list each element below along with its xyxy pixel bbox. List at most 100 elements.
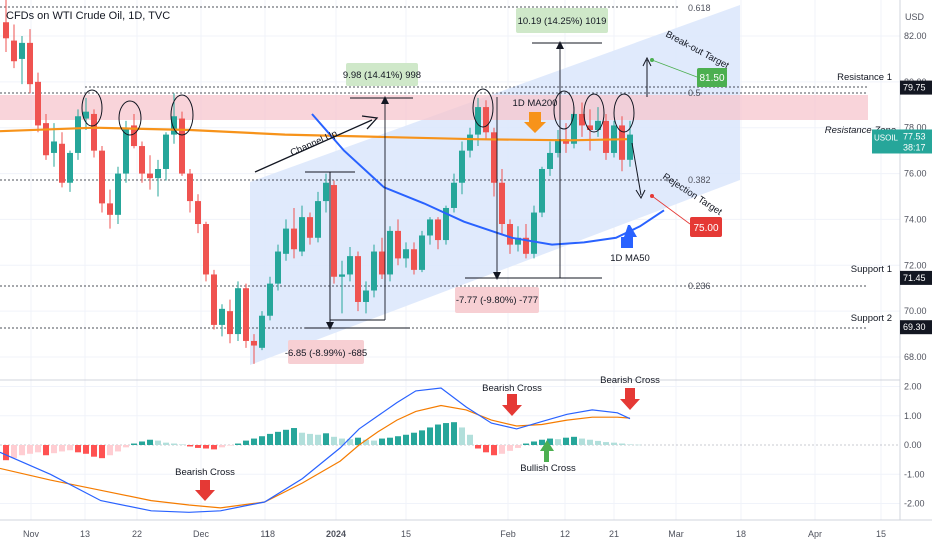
- candle-body: [587, 125, 593, 131]
- measure-top1-box: [516, 8, 608, 33]
- date-tick: Apr: [808, 529, 822, 539]
- candle-body: [523, 237, 529, 254]
- candle-body: [155, 168, 161, 179]
- price-tag: 69.30: [903, 322, 926, 332]
- candle-body: [187, 173, 193, 202]
- highlight-circles: [81, 88, 635, 136]
- price-tick: 82.00: [904, 31, 927, 41]
- rejection-badge: [690, 217, 722, 237]
- candle-body: [451, 182, 457, 208]
- candle-body: [139, 146, 145, 174]
- histogram-bar: [35, 445, 41, 453]
- candle-body: [275, 251, 281, 284]
- histogram-bar: [171, 443, 177, 445]
- histogram-bar: [163, 442, 169, 445]
- macd-tick: 0.00: [904, 440, 922, 450]
- candle-body: [619, 125, 625, 160]
- candle-body: [251, 340, 257, 346]
- histogram-bar: [507, 445, 513, 451]
- candle-body: [411, 249, 417, 270]
- histogram-bar: [139, 441, 145, 445]
- candle-body: [131, 125, 137, 147]
- ma200-label: 1D MA200: [513, 98, 558, 109]
- histogram-bar: [635, 444, 641, 446]
- histogram-bar: [179, 444, 185, 445]
- histogram-bar: [499, 445, 505, 454]
- histogram-bar: [363, 439, 369, 445]
- histogram-bar: [3, 445, 9, 461]
- signal-line: [0, 404, 631, 509]
- histogram-bar: [483, 445, 489, 453]
- measure-top2-label: 9.98 (14.41%) 998: [343, 70, 421, 81]
- candle-body: [387, 230, 393, 275]
- histogram-bar: [403, 434, 409, 445]
- macd-tick: -1.00: [904, 469, 925, 479]
- fib-0236: 0.236: [688, 281, 711, 291]
- histogram-bar: [379, 438, 385, 445]
- bearish-cross-3-arrow: [620, 388, 640, 410]
- candle-body: [507, 224, 513, 245]
- histogram-bar: [283, 429, 289, 445]
- histogram-bar: [331, 436, 337, 445]
- histogram-bar: [475, 445, 481, 449]
- level-lines: [0, 6, 868, 329]
- price-tick: 68.00: [904, 352, 927, 362]
- histogram-bar: [387, 437, 393, 445]
- candle-body: [603, 120, 609, 153]
- macd-tick: -2.00: [904, 499, 925, 509]
- candle-body: [315, 201, 321, 238]
- candle-body: [67, 152, 73, 183]
- price-tag: 79.75: [903, 83, 926, 93]
- histogram-bar: [315, 434, 321, 445]
- macd-tick: 2.00: [904, 382, 922, 392]
- candle-body: [51, 141, 57, 153]
- histogram-bar: [419, 430, 425, 445]
- breakout-badge: [697, 68, 727, 87]
- candle-body: [35, 81, 41, 126]
- measure-bot2-box: [455, 287, 539, 313]
- histogram-bar: [147, 439, 153, 445]
- candle-body: [531, 212, 537, 254]
- rejection-value: 75.00: [693, 223, 718, 234]
- candle-body: [147, 173, 153, 179]
- channel-up-arrow: [254, 119, 373, 173]
- bearish-cross-1-arrow: [195, 480, 215, 501]
- date-tick: Nov: [23, 529, 40, 539]
- histogram-bar: [595, 440, 601, 445]
- candle-body: [379, 251, 385, 275]
- histogram-bar: [11, 445, 17, 459]
- ma50-label: 1D MA50: [610, 253, 650, 264]
- candle-body: [499, 182, 505, 225]
- histogram-bar: [411, 432, 417, 445]
- macd-axis[interactable]: 2.00 1.00 0.00 -1.00 -2.00: [904, 382, 925, 509]
- date-tick: Dec: [193, 529, 210, 539]
- candle-body: [307, 217, 313, 238]
- histogram-bar: [467, 434, 473, 445]
- histogram-bar: [443, 423, 449, 445]
- candle-body: [59, 143, 65, 183]
- candle-body: [459, 150, 465, 183]
- candle-body: [395, 230, 401, 259]
- candle-body: [571, 113, 577, 144]
- histogram-bar: [451, 422, 457, 445]
- candle-body: [627, 134, 633, 160]
- bullish-cross-arrow: [540, 440, 554, 462]
- histogram-bar: [155, 440, 161, 445]
- candle-body: [419, 235, 425, 270]
- histogram-bar: [51, 445, 57, 454]
- date-tick: 2024: [326, 529, 346, 539]
- candle-body: [99, 150, 105, 204]
- candle-body: [291, 228, 297, 250]
- candle-body: [339, 274, 345, 277]
- price-tick: 78.00: [904, 123, 927, 133]
- candle-body: [555, 139, 561, 153]
- resistance1-label: Resistance 1: [837, 72, 892, 83]
- candle-body: [123, 127, 129, 174]
- histogram-bar: [563, 437, 569, 445]
- candle-body: [443, 207, 449, 241]
- histogram-bar: [323, 433, 329, 445]
- candle-body: [547, 152, 553, 169]
- candle-body: [19, 42, 25, 59]
